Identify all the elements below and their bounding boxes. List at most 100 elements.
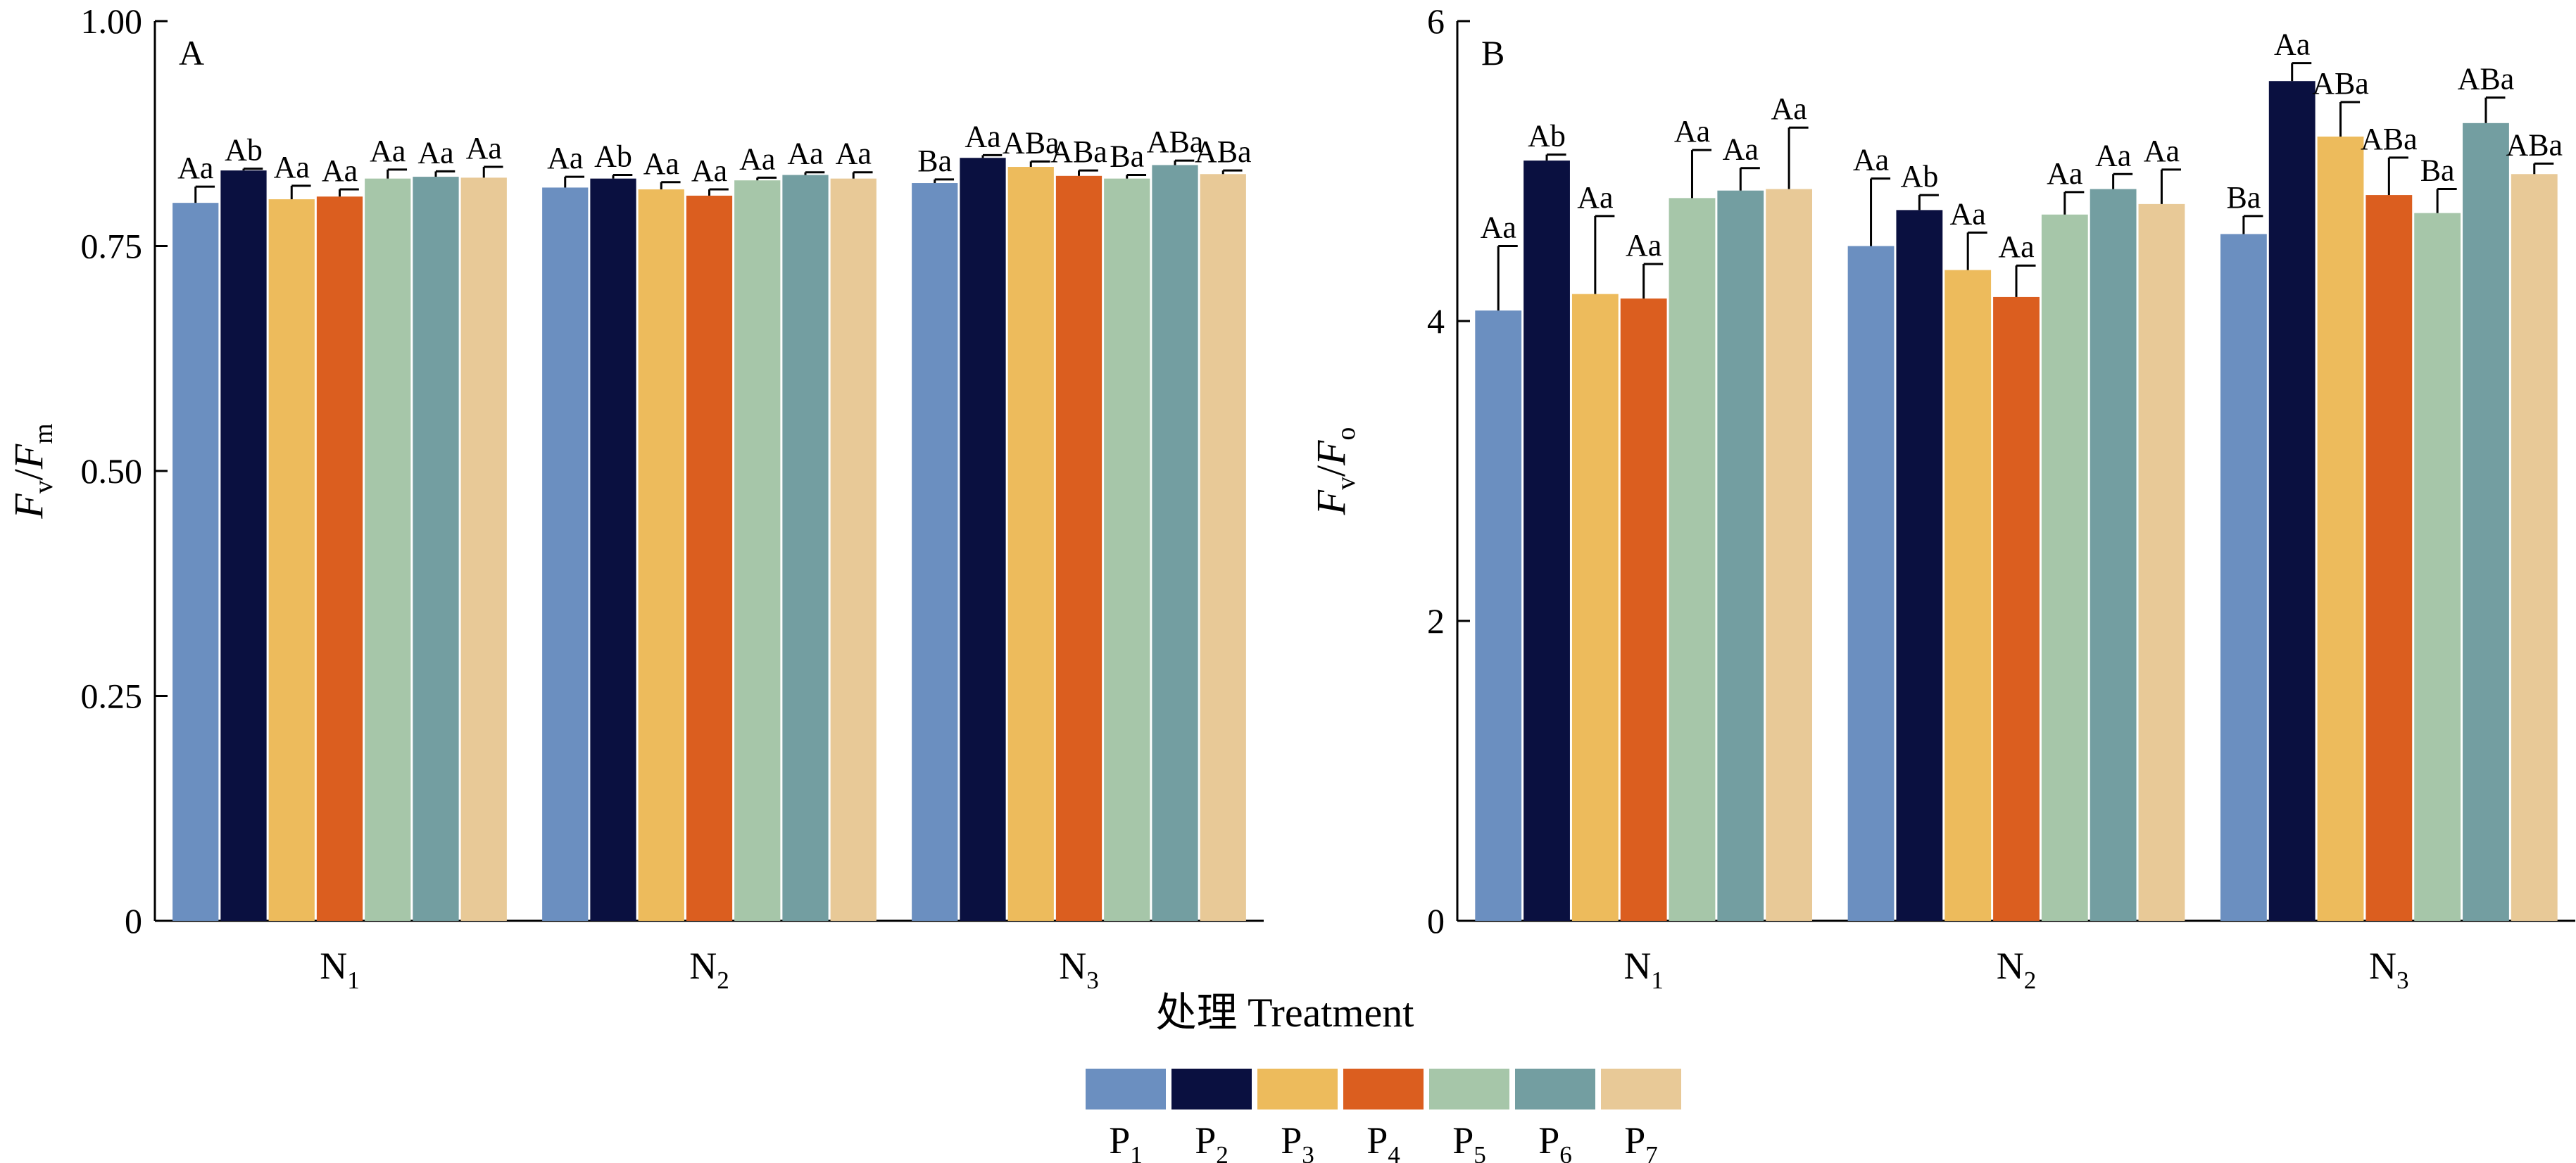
significance-label: ABa (2506, 127, 2563, 162)
bar-p4-n3 (2365, 195, 2413, 922)
bar-p6-n2 (2090, 189, 2137, 921)
significance-label: Aa (1577, 180, 1613, 215)
significance-label: Aa (739, 142, 775, 176)
significance-label: Aa (836, 137, 872, 171)
panel-label: A (179, 33, 204, 73)
bar-p4-n3 (1055, 175, 1102, 921)
category-label: N1 (1623, 945, 1664, 994)
panel-a: 0 0.25 0.50 0.75 1.00 A Fv/Fm Aa Ab Aa Aa Aa Aa Aa N1 A… (6, 1, 1264, 994)
significance-label: ABa (1050, 134, 1107, 169)
bar-p6-n2 (782, 175, 829, 922)
significance-label: Aa (2144, 134, 2180, 168)
significance-label: Aa (177, 151, 213, 185)
significance-label: Aa (2274, 27, 2310, 62)
bar-p1-n1 (172, 203, 219, 921)
bar-p5-n2 (734, 180, 781, 921)
category-label: N1 (320, 945, 360, 994)
bar-p3-n1 (268, 199, 315, 922)
significance-label: Aa (322, 153, 358, 188)
significance-label: Aa (370, 134, 406, 168)
legend-label: P2 (1195, 1119, 1229, 1163)
legend-label: P6 (1538, 1119, 1572, 1163)
significance-label: Aa (1481, 210, 1516, 245)
bar-p6-n3 (2463, 122, 2509, 922)
legend-swatch-p7 (1601, 1069, 1681, 1109)
significance-label: ABa (1147, 125, 1204, 159)
significance-label: Aa (466, 131, 502, 165)
y-axis-title: Fv/Fo (1308, 427, 1361, 516)
panel-b: 0 2 4 6B Fv/Fo Aa Ab Aa Aa Aa Aa Aa N1 Aa Ab Aa Aa Aa Aa Aa… (1308, 1, 2575, 994)
significance-label: Aa (1723, 132, 1759, 167)
category-label: N3 (2369, 945, 2409, 994)
bar-p2-n1 (220, 170, 267, 922)
category-label: N2 (1997, 945, 2037, 994)
significance-label: Aa (417, 135, 453, 170)
significance-label: Aa (1853, 143, 1889, 177)
significance-label: ABa (1195, 134, 1252, 169)
bar-p5-n2 (2041, 214, 2088, 921)
bar-p4-n1 (316, 196, 363, 922)
legend-swatch-p6 (1515, 1069, 1595, 1109)
category-label: N3 (1059, 945, 1099, 994)
significance-label: Aa (691, 153, 727, 188)
legend-swatch-p3 (1257, 1069, 1338, 1109)
bar-p4-n1 (1620, 298, 1667, 921)
y-tick-label: 6 (1427, 1, 1445, 41)
significance-label: Aa (1626, 228, 1661, 263)
legend: P1 P2 P3 P4 P5 P6 P7 (1086, 1069, 1681, 1163)
bar-p3-n2 (1944, 270, 1992, 922)
legend-swatch-p2 (1171, 1069, 1252, 1109)
bar-p2-n3 (2268, 81, 2316, 922)
significance-label: Ab (594, 139, 632, 174)
bar-p3-n3 (2317, 137, 2364, 921)
legend-label: P4 (1366, 1119, 1400, 1163)
significance-label: Ab (225, 133, 263, 168)
bar-p4-n2 (686, 195, 733, 921)
bar-p2-n1 (1523, 161, 1570, 922)
significance-label: ABa (2361, 122, 2418, 156)
category-label: N2 (689, 945, 729, 994)
significance-label: Ab (1528, 119, 1566, 153)
bar-p7-n1 (1766, 189, 1813, 921)
significance-label: Ba (1110, 139, 1144, 174)
bar-p5-n3 (2414, 213, 2461, 921)
significance-label: ABa (2458, 62, 2515, 96)
significance-label: Ba (917, 144, 952, 178)
bar-p6-n1 (413, 177, 459, 921)
legend-label: P7 (1624, 1119, 1658, 1163)
bar-p3-n3 (1007, 167, 1054, 921)
significance-label: Aa (2047, 156, 2082, 191)
bar-p1-n1 (1475, 310, 1522, 922)
significance-label: ABa (1003, 125, 1060, 160)
y-tick-label: 0.50 (81, 451, 143, 491)
significance-label: Ba (2420, 153, 2455, 188)
y-tick-label: 0.75 (81, 227, 143, 266)
y-tick-label: 4 (1427, 301, 1445, 341)
x-axis-title: 处理 Treatment (1156, 990, 1414, 1036)
y-tick-label: 2 (1427, 601, 1445, 641)
legend-label: P5 (1452, 1119, 1486, 1163)
significance-label: Aa (1771, 92, 1807, 126)
panels: 0 0.25 0.50 0.75 1.00 A Fv/Fm Aa Ab Aa Aa Aa Aa Aa N1 A… (6, 1, 2575, 994)
significance-label: Aa (787, 137, 823, 171)
significance-label: Aa (965, 119, 1000, 153)
legend-swatch-p1 (1086, 1069, 1166, 1109)
bar-p5-n3 (1104, 178, 1150, 921)
y-axis-title: Fv/Fm (6, 423, 58, 519)
bar-p5-n1 (1669, 198, 1716, 922)
bar-p2-n2 (590, 178, 636, 921)
significance-label: Aa (1674, 114, 1710, 149)
bar-p6-n3 (1152, 165, 1198, 922)
bar-p2-n3 (960, 158, 1006, 922)
legend-label: P3 (1281, 1119, 1314, 1163)
bar-p6-n1 (1717, 190, 1764, 922)
y-tick-label: 0 (1427, 901, 1445, 941)
bar-p1-n3 (2220, 234, 2267, 922)
panel-label: B (1481, 33, 1504, 73)
significance-label: ABa (2312, 66, 2369, 101)
y-tick-label: 1.00 (81, 1, 143, 41)
bar-p1-n2 (542, 187, 589, 922)
legend-label: P1 (1109, 1119, 1143, 1163)
bar-p1-n2 (1847, 246, 1895, 921)
